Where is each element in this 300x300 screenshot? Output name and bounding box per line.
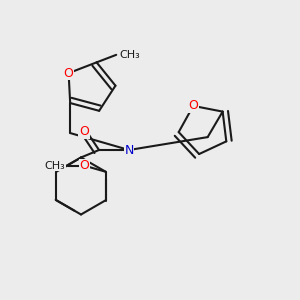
Text: CH₃: CH₃ — [119, 50, 140, 60]
Text: CH₃: CH₃ — [44, 161, 65, 171]
Text: O: O — [188, 99, 198, 112]
Text: N: N — [124, 143, 134, 157]
Text: O: O — [79, 125, 89, 139]
Text: O: O — [64, 67, 74, 80]
Text: O: O — [80, 159, 90, 172]
